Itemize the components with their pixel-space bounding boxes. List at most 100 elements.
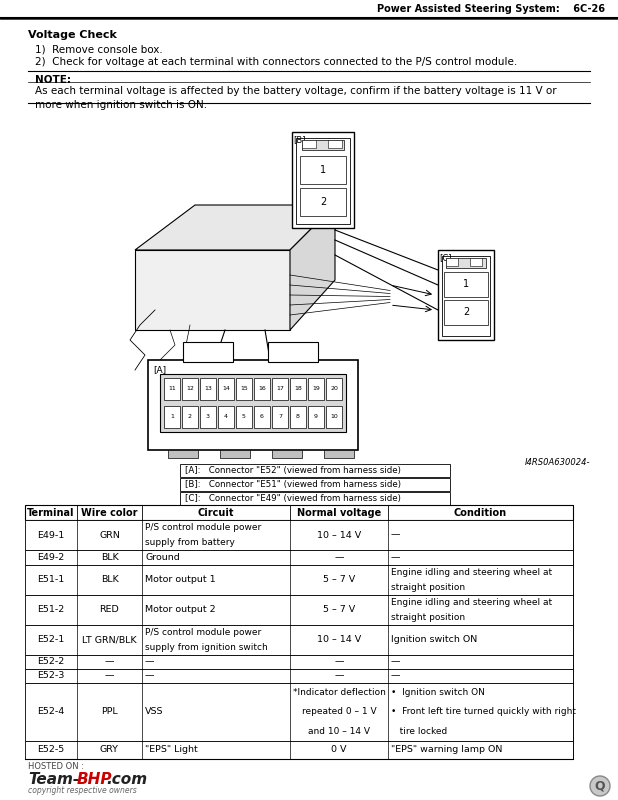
Text: •  Ignition switch ON: • Ignition switch ON (391, 688, 485, 697)
Text: straight position: straight position (391, 613, 465, 622)
Text: Motor output 1: Motor output 1 (145, 575, 216, 585)
Text: [C]: [C] (439, 253, 452, 262)
Text: E51-1: E51-1 (37, 575, 65, 585)
Bar (25, 565, 573, 595)
Polygon shape (135, 205, 335, 250)
Text: BLK: BLK (101, 553, 119, 562)
Bar (25, 520, 573, 550)
Text: 5: 5 (242, 414, 246, 419)
Text: Circuit: Circuit (198, 507, 234, 518)
Bar (308, 406, 324, 428)
Text: 2: 2 (320, 197, 326, 207)
Bar (236, 406, 252, 428)
Text: [A]: [A] (153, 365, 166, 374)
Text: 20: 20 (330, 386, 338, 391)
Bar (218, 378, 234, 400)
Text: Ground: Ground (145, 553, 180, 562)
Text: RED: RED (99, 606, 119, 614)
Text: 12: 12 (186, 386, 194, 391)
Text: —: — (334, 553, 344, 562)
Bar (168, 450, 198, 458)
Bar (182, 406, 198, 428)
Text: 5 – 7 V: 5 – 7 V (323, 606, 355, 614)
Text: "EPS" warning lamp ON: "EPS" warning lamp ON (391, 746, 502, 754)
Text: 7: 7 (278, 414, 282, 419)
Text: *Indicator deflection: *Indicator deflection (292, 688, 386, 697)
Text: E52-4: E52-4 (37, 707, 65, 717)
Text: 0 V: 0 V (331, 746, 347, 754)
Text: .com: .com (106, 772, 147, 787)
Text: 4: 4 (224, 414, 228, 419)
Text: GRY: GRY (100, 746, 119, 754)
Text: Engine idling and steering wheel at: Engine idling and steering wheel at (391, 568, 552, 577)
Text: and 10 – 14 V: and 10 – 14 V (308, 727, 370, 736)
Text: [C]:   Connector "E49" (viewed from harness side): [C]: Connector "E49" (viewed from harnes… (185, 494, 401, 503)
Text: 6: 6 (260, 414, 264, 419)
Text: —: — (391, 530, 400, 539)
Bar (160, 374, 346, 432)
Bar (25, 655, 573, 669)
Text: E52-2: E52-2 (37, 658, 65, 666)
Bar (25, 595, 573, 625)
Text: Motor output 2: Motor output 2 (145, 606, 216, 614)
Text: 2: 2 (463, 307, 469, 317)
Bar (300, 188, 346, 216)
Bar (25, 550, 573, 565)
Text: E51-2: E51-2 (37, 606, 65, 614)
Bar (268, 342, 318, 362)
Bar (25, 741, 573, 759)
Bar (220, 450, 250, 458)
Text: Ignition switch ON: Ignition switch ON (391, 635, 477, 645)
Text: [B]:   Connector "E51" (viewed from harness side): [B]: Connector "E51" (viewed from harnes… (185, 480, 401, 489)
Bar (470, 258, 482, 266)
Bar (25, 683, 573, 741)
Text: 1: 1 (170, 414, 174, 419)
Text: Engine idling and steering wheel at: Engine idling and steering wheel at (391, 598, 552, 607)
Text: [B]: [B] (293, 135, 305, 144)
Text: straight position: straight position (391, 583, 465, 592)
Bar (164, 406, 180, 428)
Bar (302, 140, 316, 148)
Text: [A]:   Connector "E52" (viewed from harness side): [A]: Connector "E52" (viewed from harnes… (185, 466, 401, 475)
Text: P/S control module power: P/S control module power (145, 523, 261, 532)
Text: BLK: BLK (101, 575, 119, 585)
Text: 1: 1 (320, 165, 326, 175)
Text: 11: 11 (168, 386, 176, 391)
Bar (200, 406, 216, 428)
Text: E49-2: E49-2 (37, 553, 65, 562)
Text: 17: 17 (276, 386, 284, 391)
Text: E49-1: E49-1 (37, 530, 65, 539)
Text: —: — (104, 671, 114, 681)
Bar (218, 406, 234, 428)
Text: —: — (334, 658, 344, 666)
Bar (180, 478, 450, 491)
Bar (254, 378, 270, 400)
Text: Normal voltage: Normal voltage (297, 507, 381, 518)
Text: 14: 14 (222, 386, 230, 391)
Text: 10 – 14 V: 10 – 14 V (317, 530, 361, 539)
Text: supply from battery: supply from battery (145, 538, 235, 547)
Bar (236, 378, 252, 400)
Text: VSS: VSS (145, 707, 164, 717)
Bar (326, 378, 342, 400)
Text: 2)  Check for voltage at each terminal with connectors connected to the P/S cont: 2) Check for voltage at each terminal wi… (35, 57, 517, 67)
Text: —: — (391, 553, 400, 562)
Bar (292, 132, 354, 228)
Text: —: — (391, 671, 400, 681)
Bar (446, 258, 486, 268)
Text: 10: 10 (330, 414, 338, 419)
Bar (180, 464, 450, 477)
Text: 8: 8 (296, 414, 300, 419)
Polygon shape (135, 250, 290, 330)
Text: 2: 2 (188, 414, 192, 419)
Bar (272, 406, 288, 428)
Text: repeated 0 – 1 V: repeated 0 – 1 V (302, 707, 376, 717)
Bar (442, 256, 490, 336)
Text: —: — (145, 671, 154, 681)
Circle shape (590, 776, 610, 796)
Bar (148, 360, 358, 450)
Text: tire locked: tire locked (391, 727, 447, 736)
Text: "EPS" Light: "EPS" Light (145, 746, 198, 754)
Text: 1: 1 (463, 279, 469, 289)
Bar (328, 140, 342, 148)
